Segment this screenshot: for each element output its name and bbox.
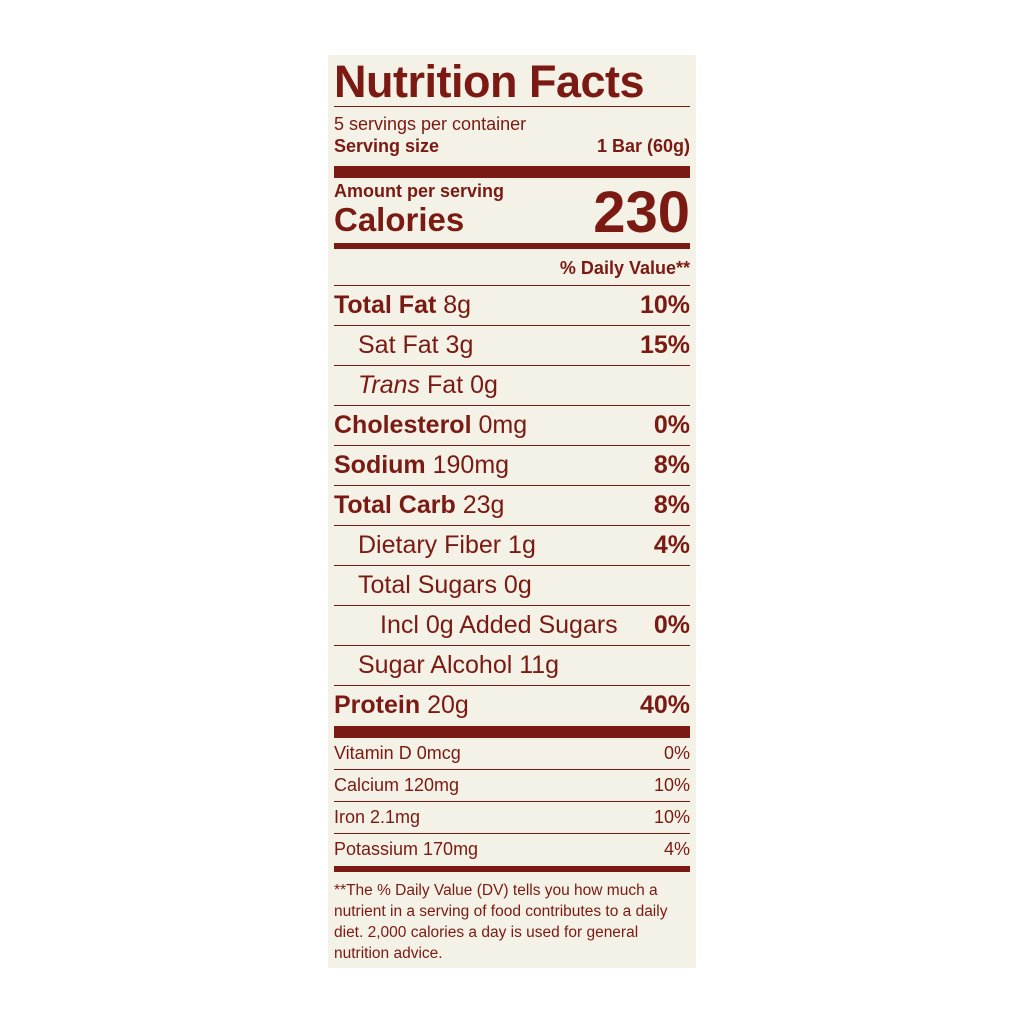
nutrient-row: Total Fat 8g 10% — [334, 286, 690, 326]
serving-size-label: Serving size — [334, 136, 440, 156]
daily-value-header: % Daily Value** — [559, 258, 690, 278]
nutrient-name: Incl 0g Added Sugars — [380, 611, 618, 639]
serving-size-row: Serving size 1 Bar (60g) — [334, 135, 690, 157]
nutrient-name: Total Carb — [334, 491, 456, 519]
nutrient-dv: 0% — [653, 411, 690, 439]
medium-bar — [334, 866, 690, 872]
nutrient-row: Trans Fat 0g — [334, 366, 690, 406]
nutrient-name: Sugar Alcohol 11g — [358, 651, 560, 679]
vitamin-row: Vitamin D 0mcg 0% — [334, 738, 690, 770]
vitamin-name: Calcium 120mg — [334, 775, 460, 795]
label-content: Nutrition Facts 5 servings per container… — [334, 55, 690, 968]
nutrient-dv: 0% — [653, 611, 690, 639]
vitamin-row: Calcium 120mg 10% — [334, 770, 690, 802]
nutrient-dv: 8% — [653, 451, 690, 479]
calories-label: Calories — [334, 201, 465, 238]
nutrient-amount: 0mg — [478, 411, 528, 439]
nutrient-name: Sat Fat 3g — [358, 331, 474, 359]
footnote: **The % Daily Value (DV) tells you how m… — [334, 882, 668, 962]
vitamin-name: Potassium 170mg — [334, 839, 479, 859]
medium-bar — [334, 243, 690, 249]
nutrient-name: Fat 0g — [427, 371, 498, 399]
vitamin-dv: 10% — [653, 807, 690, 827]
nutrient-row: Incl 0g Added Sugars 0% — [334, 606, 690, 646]
nutrient-dv: 8% — [653, 491, 690, 519]
nutrient-dv: 15% — [639, 331, 690, 359]
nutrient-row: Protein 20g 40% — [334, 686, 690, 725]
nutrient-amount: 190mg — [432, 451, 510, 479]
nutrient-amount: 20g — [427, 691, 469, 719]
vitamin-row: Iron 2.1mg 10% — [334, 802, 690, 834]
calories-value: 230 — [593, 180, 690, 245]
vitamin-name: Vitamin D 0mcg — [334, 743, 461, 763]
nutrient-dv: 40% — [639, 691, 690, 719]
rule — [334, 106, 690, 107]
nutrient-dv: 4% — [653, 531, 690, 559]
serving-size-value: 1 Bar (60g) — [596, 136, 690, 156]
nutrient-row: Sugar Alcohol 11g — [334, 646, 690, 686]
vitamin-dv: 0% — [663, 743, 690, 763]
nutrient-prefix: Trans — [358, 371, 421, 399]
nutrient-name: Total Fat — [334, 291, 437, 319]
nutrient-amount: 8g — [443, 291, 472, 319]
nutrient-row: Cholesterol 0mg 0% — [334, 406, 690, 446]
nutrient-row: Dietary Fiber 1g 4% — [334, 526, 690, 566]
thick-bar — [334, 166, 690, 178]
nutrient-amount: 23g — [462, 491, 505, 519]
title: Nutrition Facts — [334, 56, 645, 107]
nutrient-name: Cholesterol — [334, 411, 472, 439]
nutrient-row: Total Sugars 0g — [334, 566, 690, 606]
servings: 5 servings per container — [334, 114, 527, 134]
nutrient-row: Sodium 190mg 8% — [334, 446, 690, 486]
nutrient-name: Total Sugars 0g — [358, 571, 532, 599]
nutrient-row: Total Carb 23g 8% — [334, 486, 690, 526]
nutrient-name: Protein — [334, 691, 421, 719]
nutrient-name: Sodium — [334, 451, 426, 479]
rule — [334, 285, 690, 286]
vitamin-name: Iron 2.1mg — [334, 807, 421, 827]
nutrient-row: Sat Fat 3g 15% — [334, 326, 690, 366]
amount-per-serving: Amount per serving — [334, 181, 505, 201]
nutrient-name: Dietary Fiber 1g — [358, 531, 536, 559]
vitamin-row: Potassium 170mg 4% — [334, 834, 690, 865]
vitamin-dv: 10% — [653, 775, 690, 795]
vitamin-dv: 4% — [663, 839, 690, 859]
label-panel: Nutrition Facts 5 servings per container… — [328, 55, 696, 968]
thick-bar — [334, 726, 690, 738]
nutrient-dv: 10% — [639, 291, 690, 319]
